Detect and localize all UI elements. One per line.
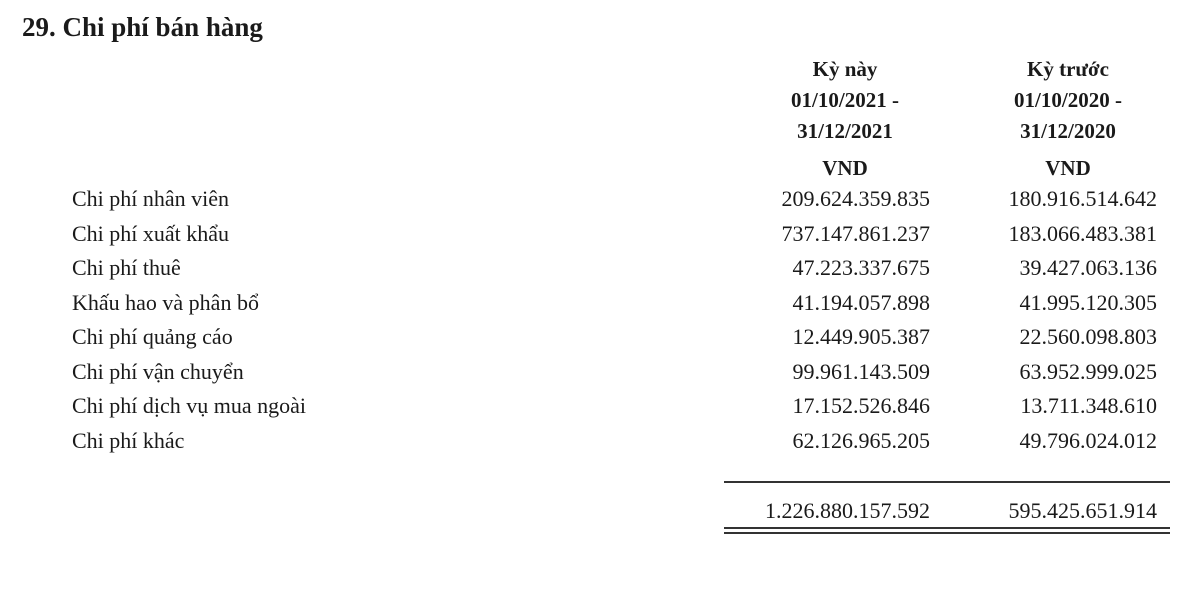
value-current: 41.194.057.898 [792, 289, 931, 315]
column-label: Kỳ này [812, 57, 878, 81]
column-header-previous: Kỳ trước 01/10/2020 - 31/12/2020 VND [948, 54, 1188, 184]
total-row: 1.226.880.157.592 595.425.651.914 [0, 498, 1200, 532]
column-label: Kỳ trước [1027, 57, 1109, 81]
value-current: 62.126.965.205 [792, 427, 931, 453]
row-label: Chi phí khác [72, 427, 185, 453]
double-rule-top [724, 527, 1170, 529]
value-current: 209.624.359.835 [781, 186, 931, 211]
value-previous: 41.995.120.305 [1019, 289, 1158, 315]
period-start: 01/10/2020 - [1014, 88, 1122, 112]
row-label: Chi phí quảng cáo [72, 324, 233, 349]
value-current: 47.223.337.675 [792, 255, 931, 280]
table-row: Chi phí quảng cáo 12.449.905.387 22.560.09… [0, 324, 1200, 358]
table-row: Chi phí vận chuyển 99.961.143.509 63.952.9… [0, 359, 1200, 393]
row-label: Chi phí xuất khẩu [72, 220, 230, 246]
value-previous: 183.066.483.381 [1008, 220, 1158, 246]
row-label: Chi phí nhân viên [72, 186, 230, 211]
subtotal-rule [724, 481, 1170, 483]
double-rule-bottom [724, 532, 1170, 534]
section-title: 29. Chi phí bán hàng [22, 12, 263, 42]
row-label: Khấu hao và phân bổ [72, 289, 259, 315]
value-current: 99.961.143.509 [792, 358, 931, 384]
column-header-current: Kỳ này 01/10/2021 - 31/12/2021 VND [725, 54, 965, 184]
value-previous: 13.711.348.610 [1020, 393, 1157, 418]
total-current: 1.226.880.157.592 [765, 498, 930, 523]
value-previous: 49.796.024.012 [1019, 427, 1158, 453]
value-previous: 39.427.063.136 [1019, 255, 1158, 280]
table-row: Chi phí thuê 47.223.337.675 39.427.063.136 [0, 255, 1200, 289]
value-previous: 22.560.098.803 [1019, 324, 1158, 349]
period-end: 31/12/2020 [1020, 119, 1116, 143]
table-row: Chi phí khác 62.126.965.205 49.796.024.012 [0, 428, 1200, 462]
row-label: Chi phí thuê [72, 255, 181, 280]
unit: VND [822, 156, 868, 180]
value-current: 17.152.526.846 [792, 393, 931, 418]
unit: VND [1045, 156, 1091, 180]
period-start: 01/10/2021 - [791, 88, 899, 112]
value-previous: 180.916.514.642 [1008, 186, 1158, 211]
value-current: 737.147.861.237 [781, 220, 931, 246]
period-end: 31/12/2021 [797, 119, 893, 143]
value-current: 12.449.905.387 [792, 324, 931, 349]
total-previous: 595.425.651.914 [1008, 498, 1158, 523]
table-row: Chi phí xuất khẩu 737.147.861.237 183.066.… [0, 221, 1200, 255]
row-label: Chi phí dịch vụ mua ngoài [72, 393, 307, 418]
row-label: Chi phí vận chuyển [72, 358, 244, 384]
table-row: Khấu hao và phân bổ 41.194.057.898 41.995.… [0, 290, 1200, 324]
table-row: Chi phí dịch vụ mua ngoài 17.152.526.846 1… [0, 393, 1200, 427]
value-previous: 63.952.999.025 [1019, 358, 1158, 384]
table-row: Chi phí nhân viên 209.624.359.835 180.916.… [0, 186, 1200, 220]
